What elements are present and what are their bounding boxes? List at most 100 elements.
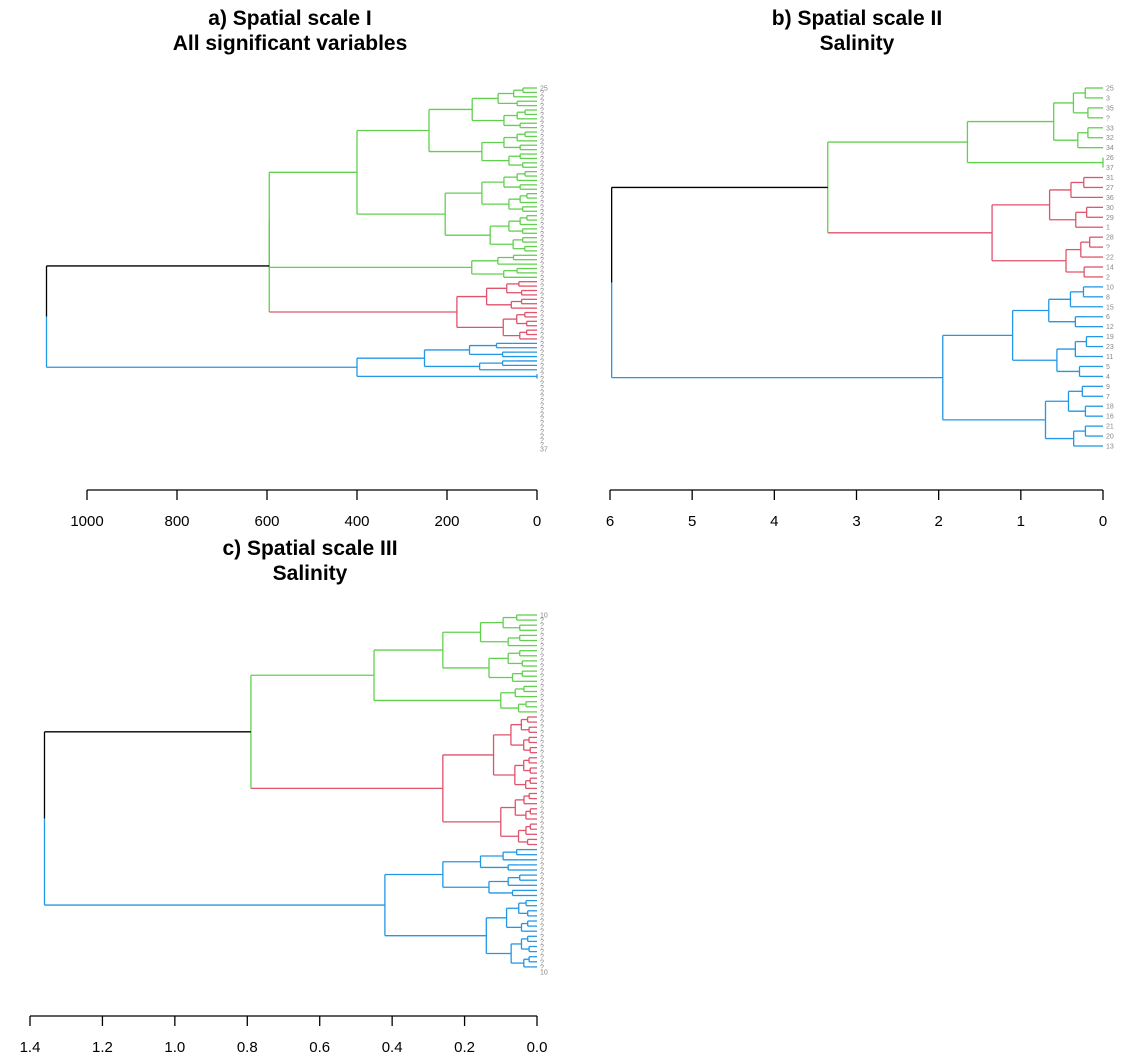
leaf-label: ?	[540, 684, 544, 691]
leaf-label: 10	[1106, 284, 1114, 291]
leaf-label: 31	[1106, 175, 1114, 182]
leaf-label: ?	[540, 658, 544, 665]
leaf-label: ?	[540, 664, 544, 671]
leaf-label: ?	[540, 908, 544, 915]
leaf-label: ?	[540, 638, 544, 645]
leaf-label: ?	[540, 345, 544, 352]
leaf-label: 20	[1106, 434, 1114, 441]
leaf-label: ?	[540, 771, 544, 778]
chart-title-line: c) Spatial scale III	[222, 537, 397, 560]
leaf-label: ?	[540, 182, 544, 189]
leaf-label: ?	[540, 301, 544, 308]
leaf-label: ?	[540, 341, 544, 348]
leaf-label: ?	[540, 755, 544, 762]
x-tick-label: 1.0	[164, 1039, 185, 1056]
leaf-label: 36	[1106, 195, 1114, 202]
leaf-label: ?	[540, 903, 544, 910]
leaf-label: ?	[540, 433, 544, 440]
leaf-label: ?	[540, 319, 544, 326]
leaf-label: 33	[1106, 125, 1114, 132]
leaf-label: ?	[540, 643, 544, 650]
leaf-label: ?	[540, 944, 544, 951]
x-tick-label: 0.4	[382, 1039, 403, 1056]
leaf-label: ?	[540, 725, 544, 732]
leaf-label: ?	[540, 354, 544, 361]
leaf-label: 5	[1106, 364, 1110, 371]
leaf-label: ?	[540, 138, 544, 145]
leaf-label: ?	[540, 266, 544, 273]
leaf-label: ?	[540, 248, 544, 255]
leaf-label: 6	[1106, 314, 1110, 321]
leaf-label: 9	[1106, 384, 1110, 391]
x-tick-label: 0	[533, 513, 541, 530]
leaf-label: ?	[540, 832, 544, 839]
x-tick-label: 1.4	[20, 1039, 41, 1056]
leaf-label: ?	[540, 174, 544, 181]
leaf-label: ?	[540, 893, 544, 900]
leaf-label: ?	[540, 380, 544, 387]
leaf-label: ?	[540, 766, 544, 773]
leaf-label: ?	[540, 165, 544, 172]
leaf-label: ?	[540, 218, 544, 225]
leaf-label: ?	[540, 350, 544, 357]
leaf-label: ?	[540, 94, 544, 101]
leaf-label: ?	[540, 837, 544, 844]
leaf-label: ?	[540, 209, 544, 216]
leaf-label: ?	[540, 878, 544, 885]
leaf-label: 26	[1106, 155, 1114, 162]
leaf-label: ?	[540, 679, 544, 686]
leaf-label: 37	[540, 447, 548, 454]
leaf-label: ?	[540, 750, 544, 757]
leaf-label: 25	[540, 86, 548, 93]
leaf-label: ?	[540, 292, 544, 299]
leaf-label: ?	[540, 143, 544, 150]
leaf-label: ?	[540, 367, 544, 374]
leaf-label: 4	[1106, 374, 1110, 381]
leaf-label: ?	[540, 363, 544, 370]
leaf-label: ?	[540, 134, 544, 141]
leaf-label: ?	[540, 796, 544, 803]
leaf-label: ?	[540, 862, 544, 869]
leaf-label: ?	[540, 888, 544, 895]
leaf-label: ?	[540, 628, 544, 635]
leaf-label: ?	[540, 112, 544, 119]
leaf-label: ?	[540, 730, 544, 737]
x-tick-label: 1	[1017, 513, 1025, 530]
leaf-label: ?	[540, 424, 544, 431]
leaf-label: ?	[540, 402, 544, 409]
leaf-label: ?	[540, 438, 544, 445]
leaf-label: 8	[1106, 294, 1110, 301]
leaf-label: ?	[540, 857, 544, 864]
x-tick-label: 1000	[70, 513, 103, 530]
leaf-label: ?	[540, 411, 544, 418]
leaf-label: ?	[540, 244, 544, 251]
chart-title-line: b) Spatial scale II	[772, 7, 942, 30]
leaf-label: ?	[540, 776, 544, 783]
leaf-label: ?	[540, 99, 544, 106]
leaf-label: ?	[540, 213, 544, 220]
leaf-label: ?	[540, 222, 544, 229]
x-tick-label: 5	[688, 513, 696, 530]
leaf-label: ?	[540, 310, 544, 317]
leaf-label: ?	[540, 760, 544, 767]
leaf-label: 27	[1106, 185, 1114, 192]
leaf-label: 34	[1106, 145, 1114, 152]
leaf-label: ?	[540, 822, 544, 829]
leaf-label: ?	[540, 949, 544, 956]
leaf-label: ?	[540, 847, 544, 854]
leaf-label: ?	[540, 852, 544, 859]
leaf-label: ?	[540, 934, 544, 941]
leaf-label: ?	[540, 735, 544, 742]
x-tick-label: 6	[606, 513, 614, 530]
leaf-label: ?	[540, 811, 544, 818]
leaf-label: ?	[540, 389, 544, 396]
leaf-label: 30	[1106, 205, 1114, 212]
leaf-label: ?	[540, 275, 544, 282]
leaf-label: ?	[540, 959, 544, 966]
leaf-label: 28	[1106, 235, 1114, 242]
leaf-label: ?	[540, 336, 544, 343]
leaf-label: ?	[540, 116, 544, 123]
leaf-label: ?	[540, 376, 544, 383]
